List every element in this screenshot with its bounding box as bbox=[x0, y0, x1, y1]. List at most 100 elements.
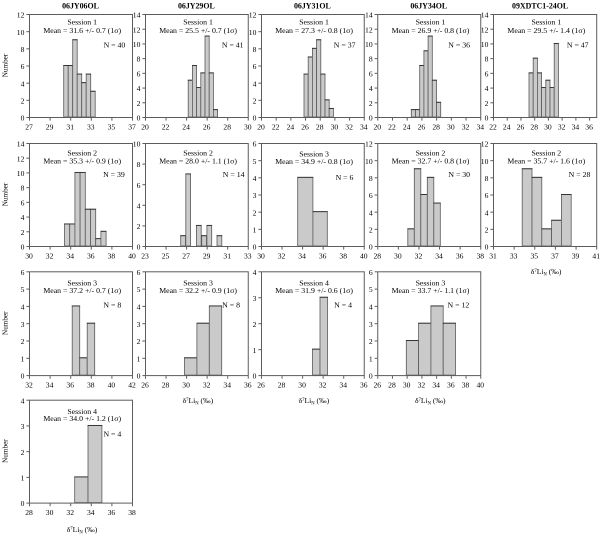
svg-text:0: 0 bbox=[485, 114, 489, 123]
svg-text:0: 0 bbox=[21, 499, 25, 508]
svg-text:35: 35 bbox=[108, 123, 116, 132]
svg-text:6: 6 bbox=[137, 69, 141, 78]
svg-text:06JY29OL: 06JY29OL bbox=[178, 2, 215, 11]
svg-text:12: 12 bbox=[365, 140, 373, 149]
svg-text:6: 6 bbox=[253, 140, 257, 149]
svg-text:Mean = 33.7 +/- 1.1 (1σ): Mean = 33.7 +/- 1.1 (1σ) bbox=[392, 286, 470, 295]
svg-text:30: 30 bbox=[46, 508, 54, 517]
svg-text:4: 4 bbox=[253, 174, 257, 183]
svg-text:Mean = 31.6 +/- 0.7 (1σ): Mean = 31.6 +/- 0.7 (1σ) bbox=[43, 26, 121, 35]
svg-text:22: 22 bbox=[272, 123, 280, 132]
svg-text:4: 4 bbox=[21, 303, 25, 312]
svg-text:40: 40 bbox=[108, 381, 116, 390]
svg-text:Session 3: Session 3 bbox=[183, 279, 213, 288]
svg-text:28: 28 bbox=[316, 123, 324, 132]
svg-text:Mean = 35.7 +/- 1.6 (1σ): Mean = 35.7 +/- 1.6 (1σ) bbox=[507, 156, 585, 165]
svg-text:40: 40 bbox=[476, 381, 484, 390]
svg-text:30: 30 bbox=[257, 252, 265, 261]
svg-text:39: 39 bbox=[572, 252, 580, 261]
svg-text:36: 36 bbox=[108, 508, 116, 517]
svg-text:3: 3 bbox=[21, 320, 25, 329]
svg-text:3: 3 bbox=[253, 191, 257, 200]
svg-text:Number: Number bbox=[2, 53, 10, 77]
svg-text:34: 34 bbox=[339, 381, 347, 390]
svg-text:27: 27 bbox=[25, 123, 33, 132]
svg-text:28: 28 bbox=[162, 381, 170, 390]
svg-text:2: 2 bbox=[369, 99, 373, 108]
svg-text:Mean = 27.3 +/- 0.8 (1σ): Mean = 27.3 +/- 0.8 (1σ) bbox=[275, 26, 353, 35]
svg-text:5: 5 bbox=[21, 285, 25, 294]
svg-text:24: 24 bbox=[182, 123, 190, 132]
svg-text:34: 34 bbox=[46, 381, 54, 390]
svg-text:N = 4: N = 4 bbox=[334, 301, 352, 310]
svg-text:2: 2 bbox=[21, 337, 25, 346]
svg-text:24: 24 bbox=[503, 123, 511, 132]
svg-text:06JY31OL: 06JY31OL bbox=[294, 2, 331, 11]
svg-text:δ7LiN (‰): δ7LiN (‰) bbox=[183, 396, 214, 406]
svg-text:14: 14 bbox=[17, 140, 25, 149]
svg-text:38: 38 bbox=[128, 508, 136, 517]
svg-text:36: 36 bbox=[319, 252, 327, 261]
svg-text:26: 26 bbox=[301, 123, 309, 132]
svg-text:26: 26 bbox=[141, 381, 149, 390]
svg-text:N = 14: N = 14 bbox=[223, 170, 245, 179]
svg-text:32: 32 bbox=[462, 123, 470, 132]
svg-text:Session 4: Session 4 bbox=[299, 279, 329, 288]
svg-text:N = 4: N = 4 bbox=[103, 430, 121, 439]
svg-text:4: 4 bbox=[369, 208, 373, 217]
svg-text:30: 30 bbox=[244, 123, 252, 132]
svg-text:2: 2 bbox=[485, 99, 489, 108]
svg-text:06JY06OL: 06JY06OL bbox=[62, 2, 99, 11]
svg-text:8: 8 bbox=[369, 174, 373, 183]
svg-text:31: 31 bbox=[489, 252, 497, 261]
svg-text:Mean = 28.0 +/- 1.1 (1σ): Mean = 28.0 +/- 1.1 (1σ) bbox=[159, 156, 237, 165]
svg-text:33: 33 bbox=[510, 252, 518, 261]
svg-text:12: 12 bbox=[17, 154, 25, 163]
svg-text:Mean = 31.9 +/- 0.6 (1σ): Mean = 31.9 +/- 0.6 (1σ) bbox=[275, 286, 353, 295]
svg-text:N = 40: N = 40 bbox=[104, 40, 126, 49]
svg-text:0: 0 bbox=[21, 114, 25, 123]
svg-text:3: 3 bbox=[21, 422, 25, 431]
svg-text:28: 28 bbox=[25, 508, 33, 517]
svg-text:6: 6 bbox=[369, 191, 373, 200]
svg-text:N = 37: N = 37 bbox=[334, 40, 356, 49]
svg-text:10: 10 bbox=[365, 40, 373, 49]
svg-text:N = 6: N = 6 bbox=[336, 173, 354, 182]
svg-text:8: 8 bbox=[485, 55, 489, 64]
svg-text:28: 28 bbox=[278, 381, 286, 390]
svg-text:N = 12: N = 12 bbox=[448, 301, 470, 310]
svg-text:6: 6 bbox=[137, 181, 141, 190]
svg-text:3: 3 bbox=[253, 294, 257, 303]
svg-text:14: 14 bbox=[133, 11, 141, 20]
svg-text:Session 2: Session 2 bbox=[67, 149, 97, 158]
svg-text:20: 20 bbox=[373, 123, 381, 132]
svg-text:34: 34 bbox=[298, 252, 306, 261]
svg-text:2: 2 bbox=[21, 448, 25, 457]
svg-text:0: 0 bbox=[369, 243, 373, 252]
svg-text:Session 1: Session 1 bbox=[531, 18, 561, 27]
svg-text:N = 47: N = 47 bbox=[567, 40, 589, 49]
svg-text:40: 40 bbox=[360, 252, 368, 261]
svg-text:6: 6 bbox=[253, 62, 257, 71]
svg-text:0: 0 bbox=[21, 372, 25, 381]
svg-text:0: 0 bbox=[137, 243, 141, 252]
svg-text:36: 36 bbox=[87, 252, 95, 261]
svg-text:8: 8 bbox=[21, 184, 25, 193]
svg-text:6: 6 bbox=[369, 268, 373, 277]
svg-text:32: 32 bbox=[46, 252, 54, 261]
svg-text:Mean = 37.2 +/- 0.7 (1σ): Mean = 37.2 +/- 0.7 (1σ) bbox=[43, 286, 121, 295]
svg-text:12: 12 bbox=[481, 140, 489, 149]
svg-text:38: 38 bbox=[339, 252, 347, 261]
svg-text:Mean = 32.7 +/- 0.8 (1σ): Mean = 32.7 +/- 0.8 (1σ) bbox=[392, 156, 470, 165]
svg-text:40: 40 bbox=[128, 252, 136, 261]
svg-text:37: 37 bbox=[551, 252, 559, 261]
svg-text:0: 0 bbox=[253, 243, 257, 252]
svg-text:28: 28 bbox=[530, 123, 538, 132]
svg-text:Number: Number bbox=[2, 311, 10, 335]
svg-text:6: 6 bbox=[21, 62, 25, 71]
svg-text:2: 2 bbox=[137, 337, 141, 346]
svg-text:5: 5 bbox=[137, 285, 141, 294]
svg-text:0: 0 bbox=[137, 114, 141, 123]
svg-text:5: 5 bbox=[369, 285, 373, 294]
svg-text:4: 4 bbox=[485, 208, 489, 217]
